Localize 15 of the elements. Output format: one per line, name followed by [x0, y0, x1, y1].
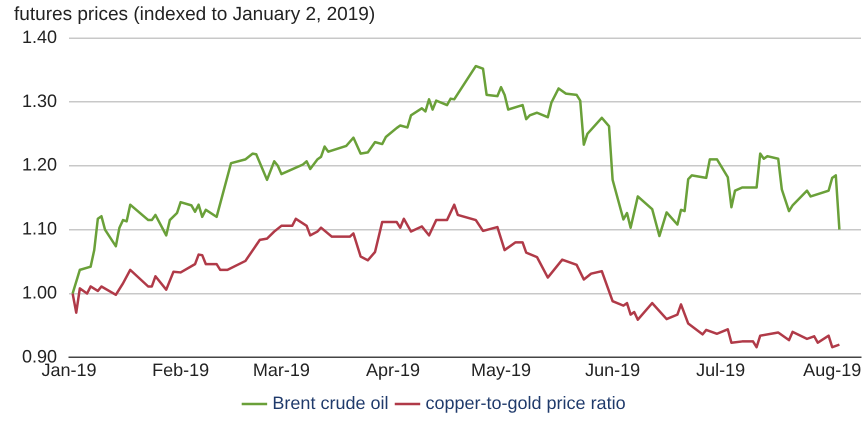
x-tick-label: Mar-19	[252, 360, 310, 380]
x-tick-label: May-19	[471, 360, 532, 380]
y-tick-label: 1.00	[22, 282, 58, 302]
y-axis-title: futures prices (indexed to January 2, 2019)	[14, 4, 376, 26]
y-tick-label: 1.40	[22, 26, 58, 47]
x-tick-label: Apr-19	[366, 360, 420, 380]
x-tick-label: Jun-19	[585, 360, 640, 380]
x-tick-label: Jul-19	[696, 360, 746, 380]
legend-label: copper-to-gold price ratio	[425, 392, 626, 413]
y-tick-label: 1.30	[22, 90, 58, 111]
x-tick-label: Feb-19	[152, 360, 210, 380]
legend-label: Brent crude oil	[272, 392, 388, 413]
y-tick-label: 1.20	[22, 154, 58, 175]
y-tick-label: 1.10	[22, 218, 58, 239]
x-tick-label: Aug-19	[803, 360, 862, 380]
